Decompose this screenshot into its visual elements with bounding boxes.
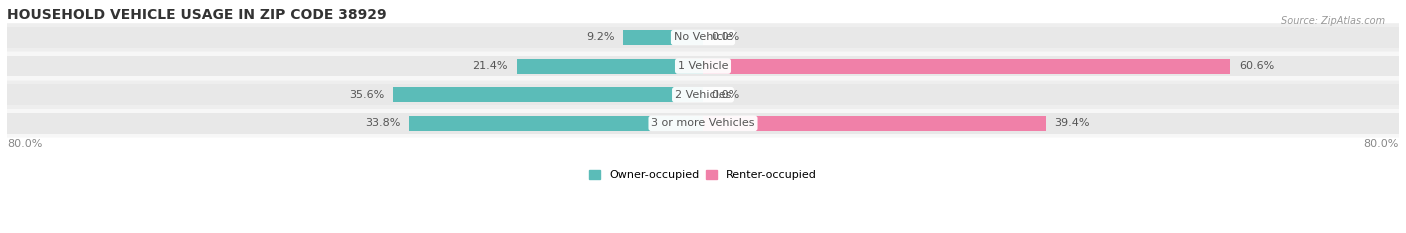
Bar xyxy=(7,27,1399,48)
Bar xyxy=(623,30,703,45)
Bar xyxy=(7,84,1399,105)
Text: 3 or more Vehicles: 3 or more Vehicles xyxy=(651,118,755,128)
Text: 0.0%: 0.0% xyxy=(711,32,740,42)
Text: 39.4%: 39.4% xyxy=(1054,118,1090,128)
FancyBboxPatch shape xyxy=(7,23,1399,52)
Text: No Vehicle: No Vehicle xyxy=(673,32,733,42)
Bar xyxy=(703,59,1230,74)
Text: 33.8%: 33.8% xyxy=(364,118,401,128)
Text: Source: ZipAtlas.com: Source: ZipAtlas.com xyxy=(1281,16,1385,26)
Text: HOUSEHOLD VEHICLE USAGE IN ZIP CODE 38929: HOUSEHOLD VEHICLE USAGE IN ZIP CODE 3892… xyxy=(7,8,387,22)
Bar xyxy=(517,59,703,74)
Legend: Owner-occupied, Renter-occupied: Owner-occupied, Renter-occupied xyxy=(589,170,817,180)
Bar xyxy=(394,87,703,102)
Text: 60.6%: 60.6% xyxy=(1239,61,1274,71)
FancyBboxPatch shape xyxy=(7,80,1399,109)
FancyBboxPatch shape xyxy=(7,52,1399,80)
Text: 80.0%: 80.0% xyxy=(1364,139,1399,149)
FancyBboxPatch shape xyxy=(7,109,1399,138)
Bar xyxy=(7,56,1399,76)
Text: 2 Vehicles: 2 Vehicles xyxy=(675,90,731,100)
Text: 21.4%: 21.4% xyxy=(472,61,508,71)
Bar xyxy=(409,116,703,131)
Text: 80.0%: 80.0% xyxy=(7,139,42,149)
Bar xyxy=(703,116,1046,131)
Text: 35.6%: 35.6% xyxy=(349,90,385,100)
Bar xyxy=(7,113,1399,134)
Text: 1 Vehicle: 1 Vehicle xyxy=(678,61,728,71)
Text: 0.0%: 0.0% xyxy=(711,90,740,100)
Text: 9.2%: 9.2% xyxy=(586,32,614,42)
